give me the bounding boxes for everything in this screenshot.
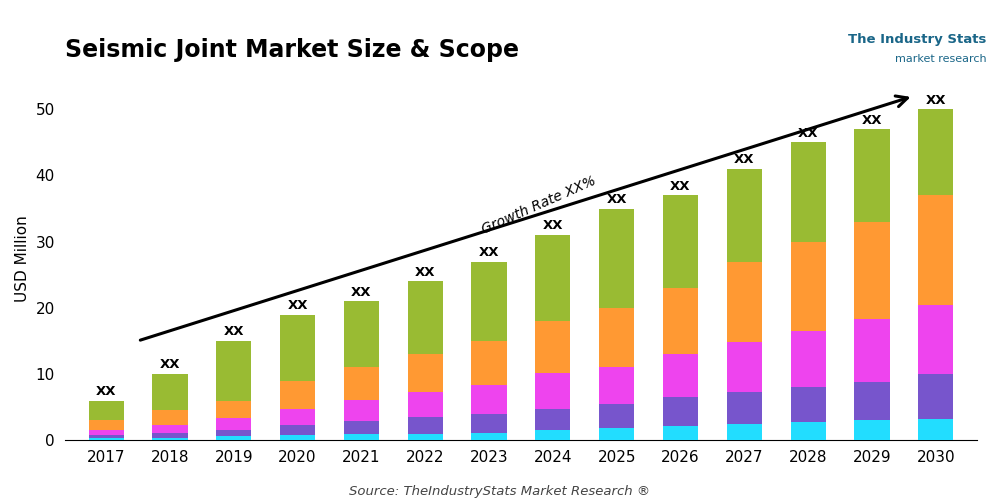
Text: Growth Rate XX%: Growth Rate XX% xyxy=(480,174,599,237)
Bar xyxy=(599,208,634,308)
Bar xyxy=(663,426,698,440)
Y-axis label: USD Million: USD Million xyxy=(15,215,30,302)
Text: Seismic Joint Market Size & Scope: Seismic Joint Market Size & Scope xyxy=(65,38,519,62)
Text: XX: XX xyxy=(798,126,818,140)
Text: XX: XX xyxy=(926,94,946,106)
Bar xyxy=(280,380,315,408)
Text: XX: XX xyxy=(415,266,435,279)
Bar xyxy=(918,196,953,304)
Bar xyxy=(535,373,570,409)
Bar xyxy=(89,420,124,430)
Bar xyxy=(216,430,251,436)
Bar xyxy=(471,414,507,433)
Bar xyxy=(152,410,188,425)
Bar xyxy=(663,398,698,425)
Bar xyxy=(471,384,507,414)
Bar xyxy=(535,235,570,321)
Text: XX: XX xyxy=(670,180,691,192)
Bar xyxy=(89,430,124,435)
Bar xyxy=(408,417,443,434)
Bar xyxy=(89,435,124,438)
Text: XX: XX xyxy=(224,326,244,338)
Bar xyxy=(471,341,507,384)
Bar xyxy=(791,242,826,331)
Bar xyxy=(663,196,698,288)
Bar xyxy=(216,341,251,400)
Bar xyxy=(216,436,251,440)
Bar xyxy=(599,368,634,404)
Bar xyxy=(791,142,826,242)
Bar xyxy=(727,169,762,262)
Bar xyxy=(280,425,315,435)
Bar xyxy=(152,374,188,410)
Bar xyxy=(854,382,890,420)
Bar xyxy=(727,342,762,392)
Bar xyxy=(535,321,570,373)
Bar xyxy=(152,425,188,433)
Text: Source: TheIndustryStats Market Research ®: Source: TheIndustryStats Market Research… xyxy=(349,485,651,498)
Text: XX: XX xyxy=(96,385,116,398)
Bar xyxy=(535,409,570,430)
Bar xyxy=(791,422,826,440)
Bar xyxy=(216,418,251,430)
Text: XX: XX xyxy=(606,193,627,206)
Bar xyxy=(471,433,507,440)
Bar xyxy=(918,374,953,419)
Text: XX: XX xyxy=(160,358,180,372)
Bar xyxy=(727,262,762,342)
Bar xyxy=(344,302,379,368)
Bar xyxy=(152,438,188,440)
Bar xyxy=(471,262,507,341)
Bar xyxy=(599,404,634,428)
Bar xyxy=(854,222,890,319)
Bar xyxy=(918,110,953,196)
Bar xyxy=(727,392,762,424)
Text: XX: XX xyxy=(734,153,755,166)
Bar xyxy=(854,129,890,222)
Bar xyxy=(152,433,188,438)
Bar xyxy=(663,288,698,354)
Bar xyxy=(663,354,698,398)
Bar xyxy=(89,438,124,440)
Bar xyxy=(599,428,634,440)
Bar xyxy=(854,420,890,440)
Text: The Industry Stats: The Industry Stats xyxy=(848,32,986,46)
Bar xyxy=(216,400,251,418)
Bar xyxy=(344,421,379,434)
Bar xyxy=(344,400,379,421)
Text: XX: XX xyxy=(862,114,882,126)
Bar xyxy=(408,434,443,440)
Text: market research: market research xyxy=(895,54,986,64)
Bar xyxy=(89,400,124,420)
Text: XX: XX xyxy=(479,246,499,259)
Bar xyxy=(280,314,315,380)
Bar xyxy=(280,408,315,425)
Bar xyxy=(408,354,443,392)
Bar xyxy=(854,319,890,382)
Bar xyxy=(918,419,953,440)
Bar xyxy=(408,392,443,417)
Bar xyxy=(727,424,762,440)
Text: XX: XX xyxy=(287,299,308,312)
Bar xyxy=(535,430,570,440)
Bar xyxy=(344,434,379,440)
Text: XX: XX xyxy=(351,286,372,298)
Bar xyxy=(791,331,826,388)
Text: XX: XX xyxy=(543,220,563,232)
Bar xyxy=(408,282,443,354)
Bar xyxy=(918,304,953,374)
Bar xyxy=(344,368,379,400)
Bar xyxy=(280,435,315,440)
Bar xyxy=(599,308,634,368)
Bar xyxy=(791,388,826,422)
